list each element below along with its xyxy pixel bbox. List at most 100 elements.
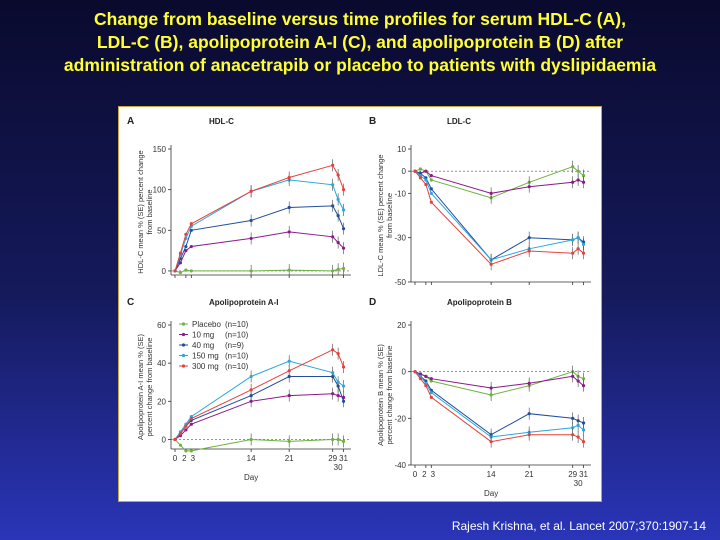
data-point-placebo xyxy=(418,167,423,171)
legend-marker-10mg xyxy=(181,332,186,337)
series-line-10mg xyxy=(414,371,584,389)
series-line-40mg xyxy=(414,371,584,436)
y-axis-label: from baseline xyxy=(145,189,154,234)
legend-n: (n=10) xyxy=(225,320,249,329)
series-line-40mg xyxy=(174,205,345,272)
y-tick-label: 20 xyxy=(157,397,166,406)
data-point-placebo xyxy=(576,169,580,173)
data-point-150mg xyxy=(581,428,586,432)
data-point-40mg xyxy=(571,416,575,420)
data-point-10mg xyxy=(571,180,575,184)
data-point-10mg xyxy=(571,374,575,378)
data-point-300mg xyxy=(331,348,335,352)
data-point-300mg xyxy=(184,232,188,236)
data-point-placebo xyxy=(581,174,586,178)
series-line-40mg xyxy=(414,170,584,261)
series-line-150mg xyxy=(414,170,584,261)
title-line-1: Change from baseline versus time profile… xyxy=(94,9,626,29)
data-point-150mg xyxy=(331,183,335,187)
data-point-150mg xyxy=(571,238,575,242)
data-point-300mg xyxy=(418,176,423,180)
y-axis-label: percent change from baseline xyxy=(145,338,154,437)
data-point-10mg xyxy=(489,386,493,390)
panel-B: B LDL-C 10 0 -10 -30 -50 LDL-C mean % (SE) perc… xyxy=(369,116,591,287)
data-point-300mg xyxy=(331,163,335,167)
series-line-150mg xyxy=(174,179,345,272)
data-point-150mg xyxy=(249,374,253,379)
y-tick-label: 40 xyxy=(157,359,166,368)
data-point-placebo xyxy=(178,443,183,447)
data-point-300mg xyxy=(429,200,433,204)
data-point-10mg xyxy=(527,381,531,385)
x-tick-label: 3 xyxy=(191,454,196,463)
y-tick-label: -20 xyxy=(394,414,406,423)
data-point-150mg xyxy=(429,191,433,195)
panel-title: Apolipoprotein B xyxy=(447,298,512,307)
panel-letter: D xyxy=(369,297,376,308)
y-tick-label: 0 xyxy=(402,167,407,176)
data-point-300mg xyxy=(424,182,428,187)
data-point-300mg xyxy=(527,433,531,437)
data-point-150mg xyxy=(287,359,291,363)
x-tick-label: 14 xyxy=(247,454,256,463)
data-point-40mg xyxy=(331,204,335,208)
data-point-placebo xyxy=(331,269,335,273)
data-point-10mg xyxy=(581,180,586,184)
data-point-300mg xyxy=(571,251,575,255)
data-point-300mg xyxy=(429,395,433,399)
data-point-300mg xyxy=(184,424,188,428)
data-point-300mg xyxy=(413,370,417,374)
x-tick-label: 14 xyxy=(487,470,496,479)
data-point-placebo xyxy=(249,437,253,442)
data-point-300mg xyxy=(581,440,586,444)
data-point-placebo xyxy=(429,379,433,383)
x-tick-label: 2 xyxy=(422,470,427,479)
data-point-40mg xyxy=(249,218,253,223)
data-point-40mg xyxy=(527,412,531,416)
panel-title: Apolipoprotein A-I xyxy=(209,298,278,307)
legend-marker-40mg xyxy=(181,343,186,347)
legend-label: Placebo xyxy=(192,320,221,329)
x-tick-label: 0 xyxy=(413,470,418,479)
data-point-placebo xyxy=(249,269,253,273)
data-point-300mg xyxy=(336,173,340,177)
data-point-300mg xyxy=(581,251,586,255)
data-point-300mg xyxy=(178,432,183,436)
series-line-10mg xyxy=(174,231,344,272)
legend-label: 150 mg xyxy=(192,352,219,361)
citation: Rajesh Krishna, et al. Lancet 2007;370:1… xyxy=(451,519,706,533)
data-point-300mg xyxy=(489,440,493,444)
series-line-300mg xyxy=(414,371,584,443)
y-axis-label: LDL-C mean % (SE) percent change xyxy=(376,154,385,276)
y-tick-label: -10 xyxy=(394,189,406,198)
data-point-placebo xyxy=(581,377,586,381)
data-point-placebo xyxy=(184,268,188,272)
data-point-10mg xyxy=(287,230,291,234)
data-point-300mg xyxy=(249,189,253,193)
data-point-150mg xyxy=(576,236,580,240)
data-point-300mg xyxy=(413,169,417,173)
data-point-300mg xyxy=(287,175,291,180)
x-tick-label: 29 xyxy=(328,454,337,463)
legend-label: 40 mg xyxy=(192,341,214,350)
data-point-placebo xyxy=(336,437,340,442)
data-point-10mg xyxy=(429,377,433,381)
data-point-40mg xyxy=(287,205,291,210)
data-point-10mg xyxy=(424,169,428,173)
data-point-300mg xyxy=(341,188,346,192)
data-point-10mg xyxy=(576,178,580,182)
data-point-300mg xyxy=(189,416,193,421)
data-point-10mg xyxy=(581,384,586,388)
data-point-300mg xyxy=(287,369,291,373)
data-point-placebo xyxy=(489,393,493,397)
data-point-placebo xyxy=(341,266,346,271)
data-point-300mg xyxy=(189,222,193,226)
data-point-150mg xyxy=(581,242,586,246)
data-point-40mg xyxy=(527,236,531,240)
data-point-300mg xyxy=(576,435,580,439)
data-point-10mg xyxy=(418,372,423,376)
title-line-2: LDL-C (B), apolipoprotein A-I (C), and a… xyxy=(96,32,624,52)
data-point-10mg xyxy=(336,393,340,398)
